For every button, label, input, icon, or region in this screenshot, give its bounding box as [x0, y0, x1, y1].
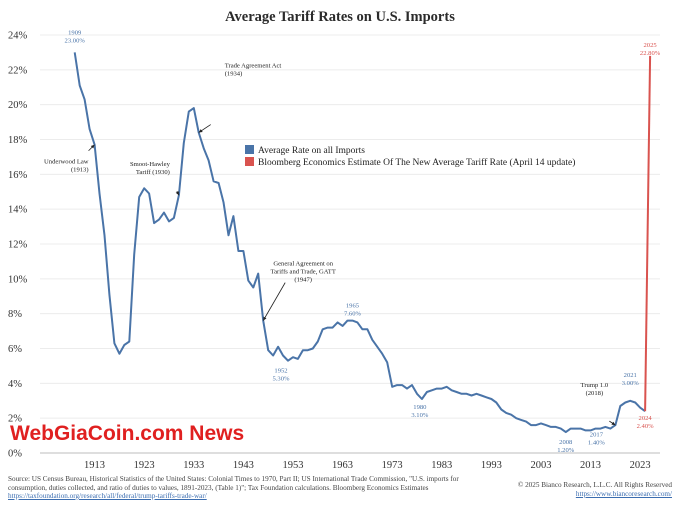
- y-tick-label-0: 0%: [8, 449, 22, 460]
- annotation-6-line-0: 1965: [346, 303, 360, 310]
- annotation-3: Trade Agreement Act (1934): [225, 63, 282, 78]
- annotation-12: 2024 2.40%: [637, 415, 655, 430]
- series-line-0: [73, 52, 646, 434]
- annotation-arrowhead-1: [90, 144, 95, 149]
- annotation-7-line-1: 3.10%: [411, 412, 429, 419]
- annotation-4-line-0: General Agreement on: [273, 261, 333, 268]
- legend-label-average: Average Rate on all Imports: [258, 146, 365, 156]
- annotation-4-line-1: Tariffs and Trade, GATT: [271, 269, 336, 276]
- annotation-11-line-1: 3.00%: [622, 380, 640, 387]
- annotation-5: 1952 5.30%: [272, 368, 290, 383]
- x-tick-label-8: 1993: [481, 460, 502, 471]
- x-tick-label-2: 1933: [183, 460, 204, 471]
- annotation-3-line-0: Trade Agreement Act: [225, 63, 282, 70]
- legend-swatch-blue: [245, 145, 254, 154]
- y-tick-label-4: 8%: [8, 309, 22, 320]
- x-tick-label-5: 1963: [332, 460, 353, 471]
- y-tick-label-8: 16%: [8, 170, 28, 181]
- annotation-4: General Agreement on Tariffs and Trade, G…: [271, 261, 336, 284]
- y-tick-label-12: 24%: [8, 31, 28, 42]
- legend-label-bloomberg: Bloomberg Economics Estimate Of The New …: [258, 157, 575, 168]
- annotation-arrowhead-10: [611, 421, 616, 426]
- annotation-13-line-1: 22.80%: [640, 50, 661, 57]
- annotation-12-line-0: 2024: [639, 415, 653, 422]
- annotation-1-line-0: Underwood Law: [44, 159, 89, 166]
- y-tick-label-3: 6%: [8, 344, 22, 355]
- annotation-8-line-1: 1.20%: [557, 447, 575, 454]
- annotation-0-line-1: 23.00%: [65, 37, 86, 44]
- legend: Average Rate on all Imports Bloomberg Ec…: [245, 145, 575, 168]
- annotation-2-line-1: Tariff (1930): [136, 169, 170, 176]
- y-tick-label-7: 14%: [8, 205, 28, 216]
- annotation-10: Trump 1.0 (2018): [581, 382, 609, 397]
- annotation-8-line-0: 2008: [559, 439, 573, 446]
- y-tick-label-2: 4%: [8, 379, 22, 390]
- y-tick-label-6: 12%: [8, 240, 28, 251]
- annotation-arrowhead-4: [263, 316, 267, 321]
- annotation-9-line-0: 2017: [590, 432, 604, 439]
- x-tick-label-4: 1953: [282, 460, 303, 471]
- annotation-2-line-0: Smoot-Hawley: [130, 161, 171, 168]
- y-tick-label-1: 2%: [8, 414, 22, 425]
- chart-annotations: 1909 23.00% Underwood Law (1913) Smoot-Hawle…: [44, 29, 661, 454]
- annotation-arrow-4: [262, 282, 286, 321]
- copyright-text: © 2025 Bianco Research, L.L.C. All Right…: [517, 481, 672, 489]
- y-tick-label-5: 10%: [8, 274, 28, 285]
- x-tick-label-6: 1973: [382, 460, 403, 471]
- gridlines: [40, 34, 660, 454]
- x-tick-label-11: 2023: [630, 460, 651, 471]
- annotation-arrowhead-2: [175, 191, 179, 196]
- annotation-11-line-0: 2021: [624, 372, 637, 379]
- copyright-block: © 2025 Bianco Research, L.L.C. All Right…: [518, 481, 672, 498]
- annotation-5-line-1: 5.30%: [272, 376, 290, 383]
- annotation-9: 2017 1.40%: [588, 432, 606, 447]
- x-tick-label-7: 1983: [431, 460, 452, 471]
- annotation-arrowhead-3: [198, 129, 203, 133]
- annotation-11: 2021 3.00%: [622, 372, 640, 387]
- annotation-1-line-1: (1913): [71, 167, 89, 174]
- y-axis-ticks: 0% 2% 4% 6% 8% 10% 12% 14% 16% 18% 20% 22% 24%: [8, 31, 28, 460]
- annotation-3-line-1: (1934): [225, 71, 243, 78]
- series-lines: [73, 52, 652, 434]
- source-note: Source: US Census Bureau, Historical Sta…: [8, 475, 478, 501]
- series-line-1: [644, 55, 652, 412]
- annotation-13: 2025 22.80%: [640, 42, 661, 57]
- y-tick-label-10: 20%: [8, 100, 28, 111]
- annotation-12-line-1: 2.40%: [637, 423, 655, 430]
- x-tick-label-1: 1923: [134, 460, 155, 471]
- annotation-4-line-2: (1947): [294, 277, 312, 284]
- source-link[interactable]: https://taxfoundation.org/research/all/f…: [8, 492, 207, 500]
- annotation-5-line-0: 1952: [274, 368, 287, 375]
- x-tick-label-10: 2013: [580, 460, 601, 471]
- website-link[interactable]: https://www.biancoresearch.com/: [575, 489, 672, 498]
- x-tick-label-3: 1943: [233, 460, 254, 471]
- annotation-7-line-0: 1980: [413, 404, 427, 411]
- watermark: WebGiaCoin.com News: [10, 422, 244, 445]
- x-axis-ticks: 1913 1923 1933 1943 1953 1963 1973 1983 1993 2003…: [84, 460, 651, 471]
- source-text: Source: US Census Bureau, Historical Sta…: [8, 475, 459, 492]
- annotation-6-line-1: 7.60%: [344, 311, 362, 318]
- y-tick-label-11: 22%: [8, 65, 28, 76]
- y-tick-label-9: 18%: [8, 135, 28, 146]
- annotation-0-line-0: 1909: [68, 29, 82, 36]
- annotation-10-line-1: (2018): [586, 390, 604, 397]
- annotation-2: Smoot-Hawley Tariff (1930): [130, 161, 171, 176]
- legend-swatch-red: [245, 157, 254, 166]
- annotation-0: 1909 23.00%: [65, 29, 86, 44]
- annotation-9-line-1: 1.40%: [588, 440, 606, 447]
- tariff-chart: Average Tariff Rates on U.S. Imports 0% 2…: [8, 9, 661, 471]
- chart-title: Average Tariff Rates on U.S. Imports: [225, 9, 455, 25]
- annotation-1: Underwood Law (1913): [44, 159, 89, 174]
- annotation-13-line-0: 2025: [643, 42, 657, 49]
- x-tick-label-9: 2003: [530, 460, 551, 471]
- annotation-10-line-0: Trump 1.0: [581, 382, 609, 389]
- annotation-7: 1980 3.10%: [411, 404, 429, 419]
- annotation-8: 2008 1.20%: [557, 439, 575, 454]
- annotation-6: 1965 7.60%: [344, 303, 362, 318]
- x-tick-label-0: 1913: [84, 460, 105, 471]
